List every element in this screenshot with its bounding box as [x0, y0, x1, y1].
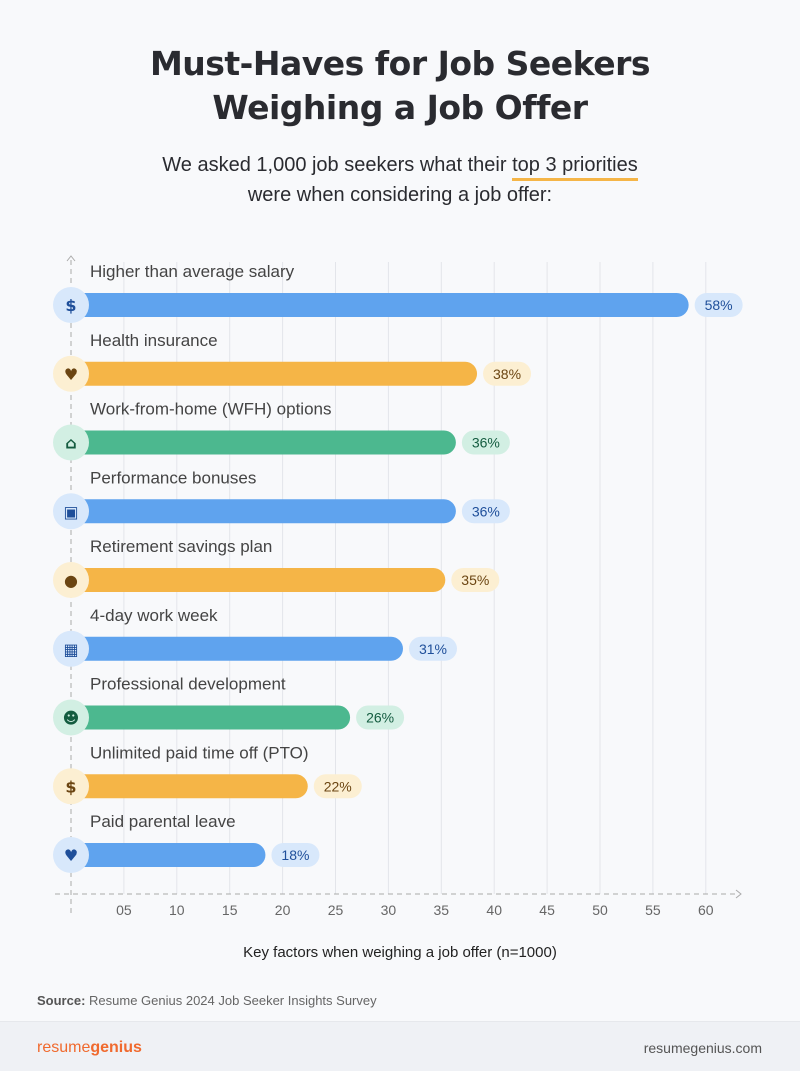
bar — [71, 636, 403, 661]
title-line-1: Must-Haves for Job Seekers — [149, 44, 651, 83]
chart-subtitle: We asked 1,000 job seekers what their to… — [0, 150, 800, 210]
calendar-icon: ▦ — [63, 640, 78, 659]
icon-badge — [53, 355, 89, 392]
bar — [71, 293, 689, 317]
x-tick-label: 25 — [328, 902, 344, 918]
value-pill — [271, 843, 320, 867]
source-label: Source: — [37, 993, 86, 1008]
value-pill — [461, 499, 510, 524]
bar-value-label: 35% — [461, 572, 489, 588]
icon-badge — [53, 493, 89, 530]
gift-icon: ▣ — [63, 502, 78, 521]
source-text: Resume Genius 2024 Job Seeker Insights S… — [85, 993, 377, 1008]
brain-head-icon: ☻ — [63, 709, 80, 728]
bar-value-label: 36% — [472, 503, 500, 519]
logo-text-bold: genius — [90, 1039, 142, 1056]
home-laptop-icon: ⌂ — [65, 434, 76, 453]
site-url[interactable]: resumegenius.com — [643, 1040, 762, 1056]
x-axis-arrow-icon — [735, 889, 742, 899]
bar-category-label: Performance bonuses — [90, 468, 256, 487]
subtitle-line-2: were when considering a job offer: — [247, 184, 553, 206]
parent-child-icon: ♥ — [64, 846, 78, 865]
value-pill — [451, 568, 500, 592]
x-tick-label: 20 — [275, 902, 291, 918]
icon-badge — [53, 768, 89, 805]
x-tick-label: 05 — [116, 902, 132, 918]
bar-value-label: 26% — [366, 710, 394, 726]
bar-value-label: 58% — [705, 297, 733, 313]
bar — [71, 499, 456, 524]
title-line-2: Weighing a Job Offer — [212, 88, 588, 127]
icon-badge — [53, 837, 89, 873]
value-pill — [461, 430, 510, 455]
bar-value-label: 22% — [324, 778, 352, 794]
bar-value-label: 36% — [472, 435, 500, 451]
x-axis-label: Key factors when weighing a job offer (n… — [243, 944, 557, 961]
bar — [71, 361, 478, 386]
x-tick-label: 45 — [539, 902, 555, 918]
x-tick-label: 50 — [592, 902, 608, 918]
subtitle-highlight: top 3 priorities — [512, 154, 638, 181]
bar-category-label: Retirement savings plan — [90, 537, 272, 556]
value-pill — [483, 361, 532, 386]
value-pill — [694, 293, 743, 317]
value-pill — [408, 636, 457, 661]
bar — [71, 568, 446, 592]
bar — [71, 430, 456, 455]
heart-pulse-icon: ♥ — [64, 365, 78, 384]
y-axis-arrow-icon — [66, 255, 76, 262]
x-tick-label: 55 — [645, 902, 661, 918]
bar-category-label: Work-from-home (WFH) options — [90, 400, 332, 419]
bar-category-label: Higher than average salary — [90, 262, 295, 281]
icon-badge — [53, 287, 89, 323]
x-tick-label: 35 — [434, 902, 450, 918]
value-pill — [356, 705, 405, 730]
chart-title: Must-Haves for Job Seekers Weighing a Jo… — [0, 42, 800, 130]
footer: resumegenius resumegenius.com — [0, 1021, 800, 1071]
source-note: Source: Resume Genius 2024 Job Seeker In… — [37, 993, 377, 1008]
bar — [71, 774, 308, 799]
x-tick-label: 10 — [169, 902, 185, 918]
bar-category-label: Unlimited paid time off (PTO) — [90, 743, 309, 762]
icon-badge — [53, 699, 89, 736]
bar-value-label: 18% — [281, 847, 309, 863]
x-tick-label: 40 — [486, 902, 502, 918]
bar-category-label: Professional development — [90, 675, 286, 694]
piggy-bank-icon: ● — [64, 571, 78, 590]
bar-category-label: Health insurance — [90, 331, 218, 350]
bar-value-label: 31% — [419, 641, 447, 657]
icon-badge — [53, 562, 89, 598]
x-tick-label: 15 — [222, 902, 238, 918]
icon-badge — [53, 424, 89, 461]
bar-category-label: 4-day work week — [90, 606, 218, 625]
bar-category-label: Paid parental leave — [90, 812, 236, 831]
x-tick-label: 60 — [698, 902, 714, 918]
icon-badge — [53, 630, 89, 667]
bar — [71, 705, 351, 730]
bar-value-label: 38% — [493, 366, 521, 382]
x-tick-label: 30 — [381, 902, 397, 918]
money-bag-icon: $ — [65, 296, 76, 315]
bar-chart: 05 10 15 20 25 30 35 40 45 50 55 60 Higher than aver… — [53, 255, 743, 918]
brand-logo[interactable]: resumegenius — [37, 1039, 142, 1057]
hands-dollar-icon: $ — [65, 777, 76, 796]
value-pill — [313, 774, 362, 799]
subtitle-text: We asked 1,000 job seekers what their — [162, 154, 513, 176]
bar — [71, 843, 266, 867]
logo-text: resume — [37, 1039, 91, 1056]
